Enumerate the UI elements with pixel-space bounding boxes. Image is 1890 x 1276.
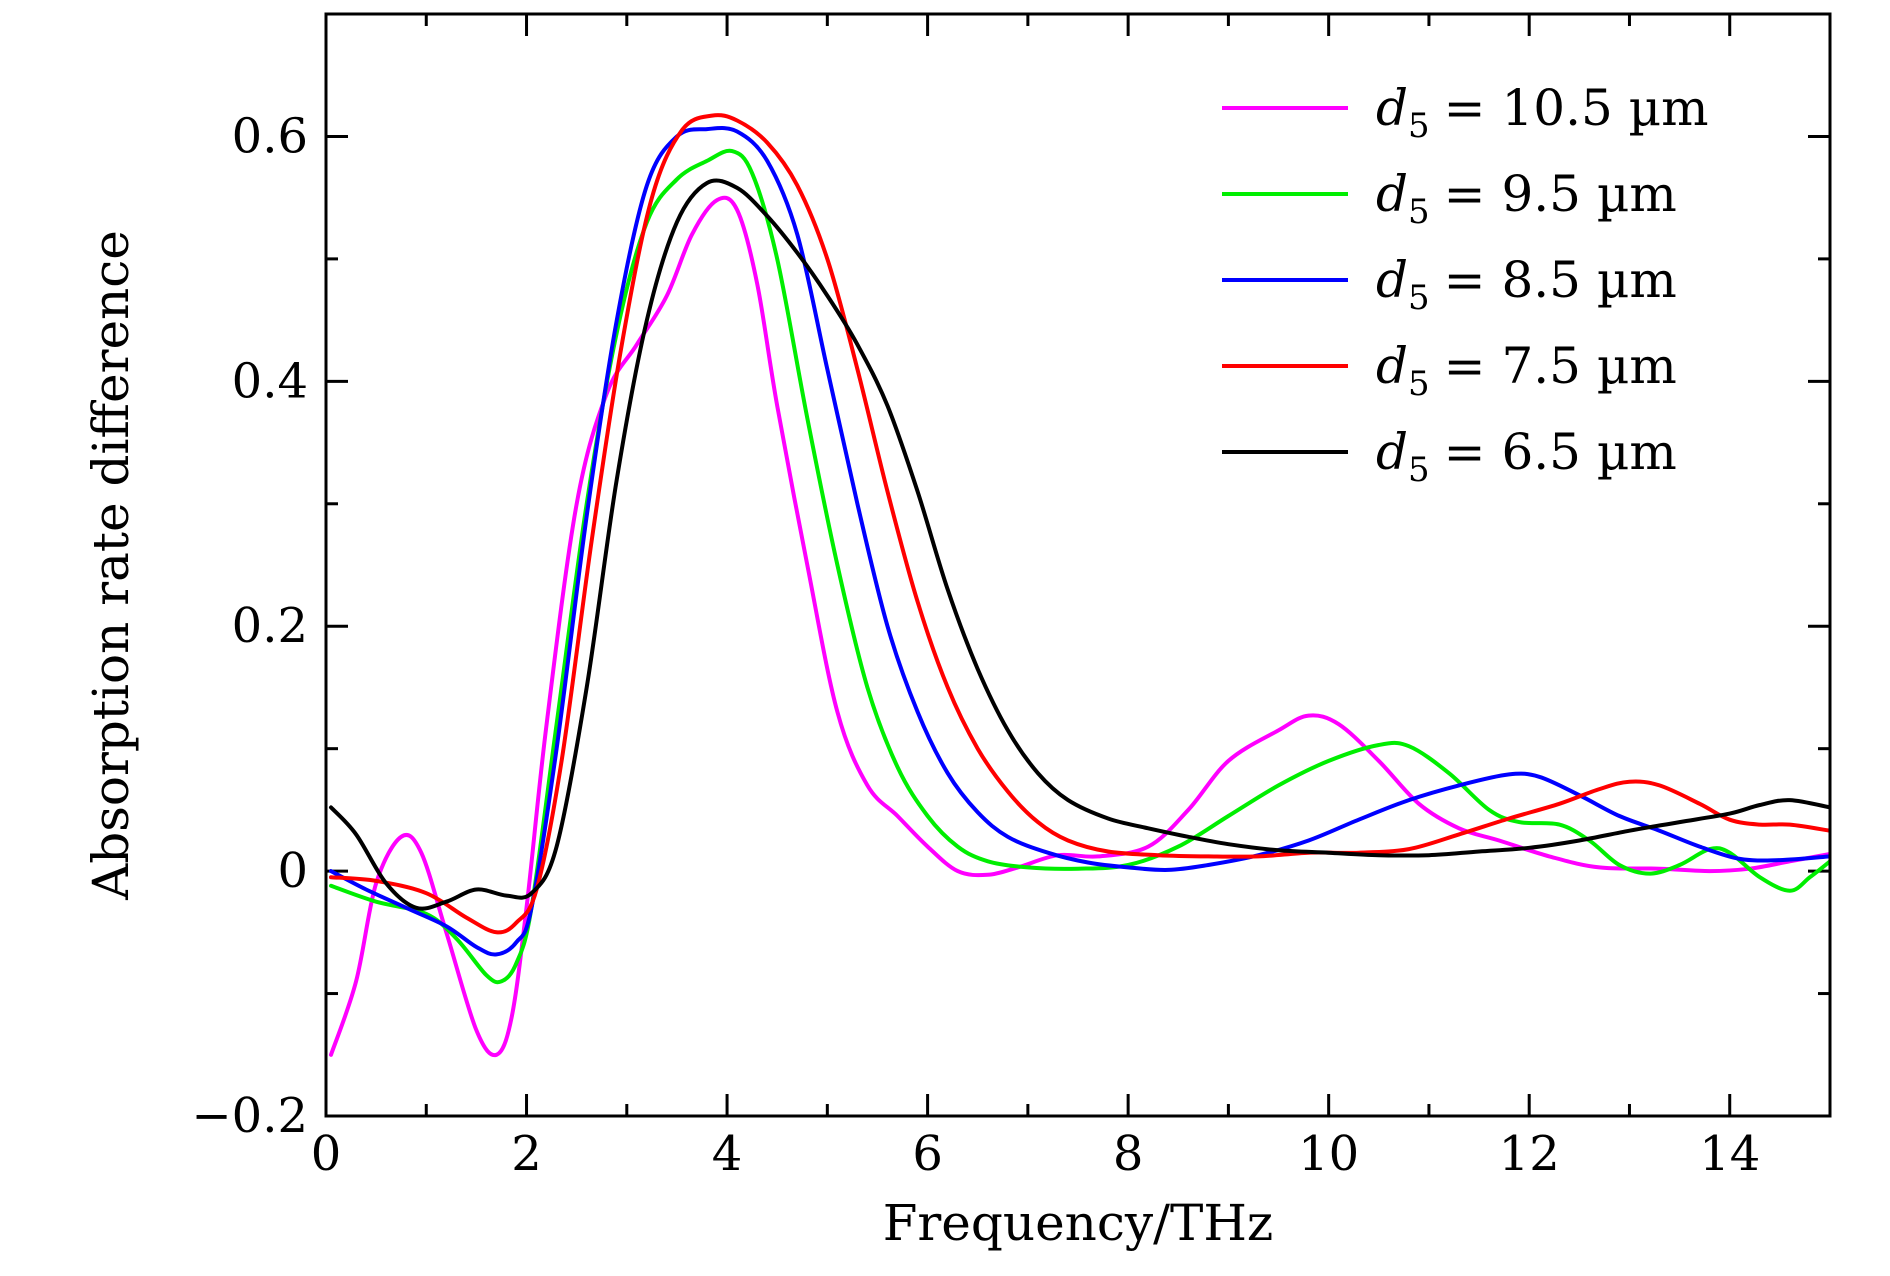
series-line-3 bbox=[329, 126, 1830, 957]
series-line-5 bbox=[329, 178, 1830, 911]
x-tick-label: 12 bbox=[1499, 1126, 1560, 1182]
legend-label: d5 = 9.5 µm bbox=[1376, 165, 1677, 232]
y-tick-label: 0.6 bbox=[232, 108, 308, 164]
x-tick-label: 6 bbox=[912, 1126, 943, 1182]
x-axis-tick-labels: 0 2 4 6 8 10 12 14 bbox=[311, 1126, 1761, 1182]
plot-series bbox=[329, 113, 1830, 1058]
legend-label: d5 = 7.5 µm bbox=[1376, 337, 1677, 404]
series-line-1 bbox=[329, 195, 1830, 1058]
x-tick-label: 14 bbox=[1699, 1126, 1760, 1182]
series-line-2 bbox=[329, 148, 1830, 985]
legend-label: d5 = 6.5 µm bbox=[1376, 423, 1677, 490]
y-tick-label: 0.2 bbox=[232, 598, 308, 654]
legend-label: d5 = 10.5 µm bbox=[1376, 79, 1709, 146]
x-tick-label: 8 bbox=[1113, 1126, 1144, 1182]
y-tick-label: 0 bbox=[277, 843, 308, 899]
x-tick-label: 2 bbox=[511, 1126, 542, 1182]
legend: d5 = 10.5 µm d5 = 9.5 µm d5 = 8.5 µm d5 = 7.5 µ… bbox=[1222, 79, 1709, 490]
y-tick-label: 0.4 bbox=[232, 353, 308, 409]
y-axis-tick-labels: −0.2 0 0.2 0.4 0.6 bbox=[191, 108, 308, 1144]
y-axis-label: Absorption rate difference bbox=[82, 230, 140, 901]
plot-frame bbox=[324, 12, 1832, 1118]
legend-label: d5 = 8.5 µm bbox=[1376, 251, 1677, 318]
x-tick-label: 10 bbox=[1298, 1126, 1359, 1182]
x-axis-ticks bbox=[324, 14, 1832, 1116]
x-axis-label: Frequency/THz bbox=[883, 1194, 1274, 1252]
x-tick-label: 4 bbox=[712, 1126, 743, 1182]
y-tick-label: −0.2 bbox=[191, 1088, 308, 1144]
x-tick-label: 0 bbox=[311, 1126, 342, 1182]
series-line-4 bbox=[329, 113, 1830, 935]
